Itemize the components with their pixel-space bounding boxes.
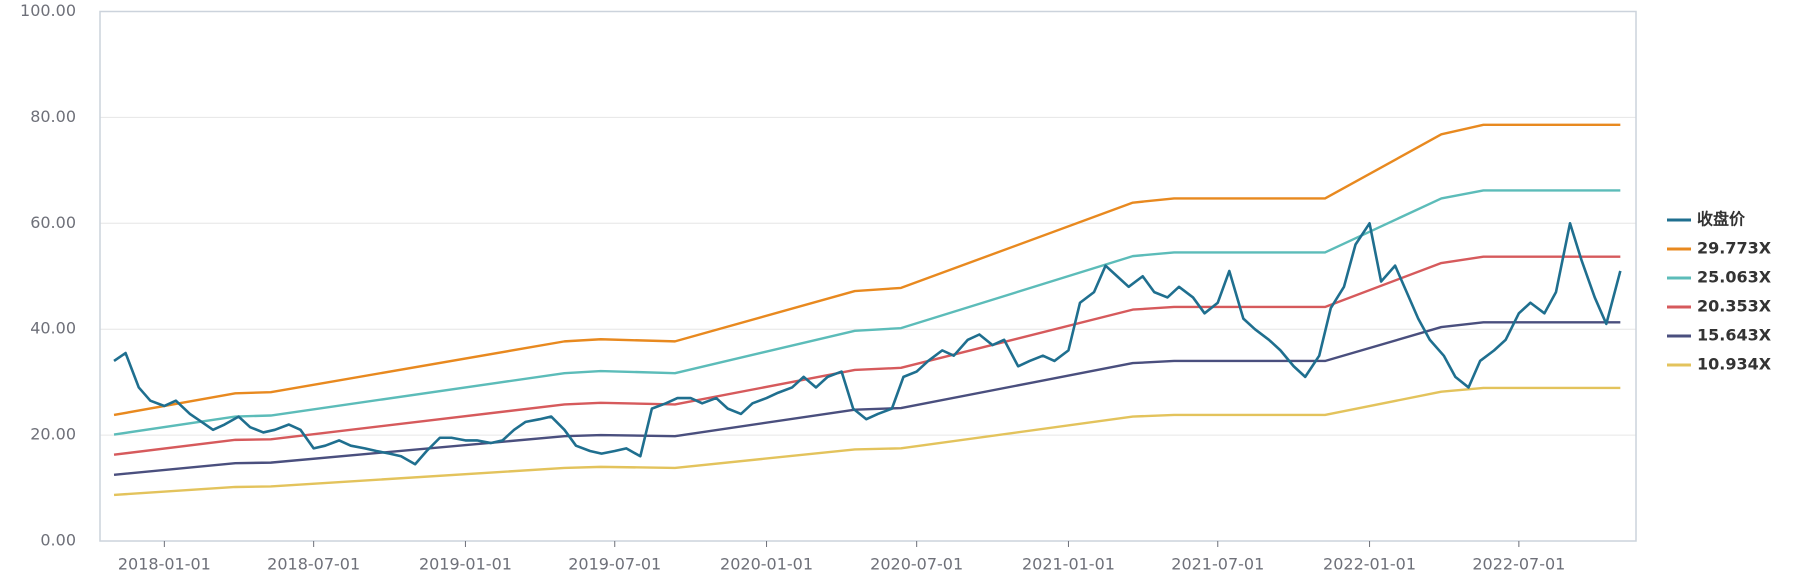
x-tick-label: 2018-07-01	[267, 555, 360, 574]
x-tick-label: 2019-01-01	[419, 555, 512, 574]
x-tick-label: 2022-07-01	[1472, 555, 1565, 574]
x-tick-label: 2019-07-01	[568, 555, 661, 574]
y-tick-label: 60.00	[30, 213, 76, 232]
plot-border	[99, 10, 1637, 542]
series-line	[113, 386, 1621, 497]
x-tick-label: 2020-07-01	[870, 555, 963, 574]
series-line	[113, 222, 1622, 466]
series-line	[113, 321, 1621, 477]
legend-label: 25.063X	[1697, 268, 1772, 287]
y-tick-label: 20.00	[30, 425, 76, 444]
legend-label: 收盘价	[1697, 210, 1746, 229]
x-tick-label: 2018-01-01	[118, 555, 211, 574]
x-tick-label: 2021-01-01	[1022, 555, 1115, 574]
y-tick-label: 80.00	[30, 107, 76, 126]
legend-label: 29.773X	[1697, 239, 1772, 258]
x-tick-label: 2021-07-01	[1171, 555, 1264, 574]
x-tick-label: 2020-01-01	[720, 555, 813, 574]
y-tick-label: 100.00	[20, 1, 76, 20]
series-line	[113, 189, 1621, 436]
legend-label: 20.353X	[1697, 297, 1772, 316]
series-line	[113, 123, 1621, 417]
legend-label: 15.643X	[1697, 326, 1772, 345]
y-tick-label: 0.00	[40, 531, 76, 550]
y-tick-label: 40.00	[30, 319, 76, 338]
series-line	[113, 255, 1621, 456]
x-tick-label: 2022-01-01	[1323, 555, 1416, 574]
legend-label: 10.934X	[1697, 355, 1772, 374]
